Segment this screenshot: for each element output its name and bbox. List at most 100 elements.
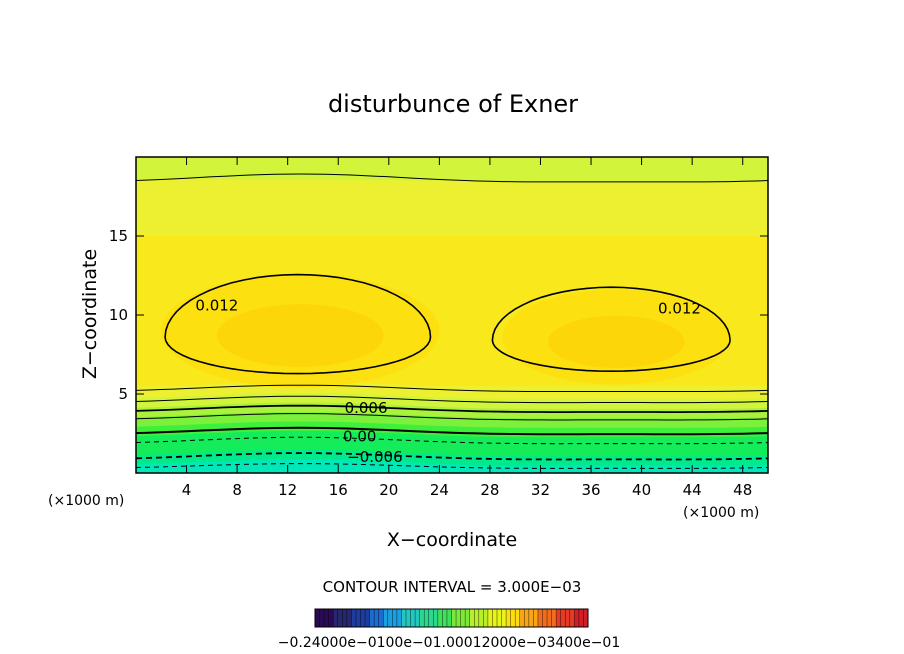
colorbar-cell-42 — [506, 609, 511, 627]
contour-label-4: −0.006 — [347, 448, 403, 466]
contour-012-right — [491, 286, 731, 373]
colorbar-cell-12 — [369, 609, 375, 627]
colorbar-cell-45 — [519, 609, 525, 627]
colorbar-cell-1 — [319, 609, 325, 627]
colorbar-cell-19 — [401, 609, 407, 627]
x-tick-label-11: 48 — [733, 481, 752, 499]
colorbar-cell-25 — [428, 609, 434, 627]
colorbar-cell-26 — [433, 609, 439, 627]
contour-label-2: 0.006 — [345, 399, 388, 417]
colorbar — [314, 608, 589, 628]
chart-title: disturbunce of Exner — [328, 90, 578, 118]
x-tick-label-8: 36 — [581, 481, 600, 499]
colorbar-frame — [314, 608, 589, 628]
colorbar-cell-48 — [533, 609, 539, 627]
contour-line-neg006 — [136, 452, 768, 461]
colorbar-cell-0 — [315, 609, 320, 627]
x-tick-label-10: 44 — [683, 481, 702, 499]
contour-label-0: 0.012 — [195, 297, 238, 315]
colorbar-cell-14 — [378, 609, 384, 627]
y-tick-label-1: 10 — [109, 306, 128, 324]
colorbar-cell-5 — [337, 609, 343, 627]
x-tick-label-1: 8 — [232, 481, 242, 499]
colorbar-cell-41 — [501, 609, 507, 627]
contour-interval-text: CONTOUR INTERVAL = 3.000E−03 — [323, 578, 582, 596]
x-tick-label-3: 16 — [329, 481, 348, 499]
colorbar-cell-59 — [583, 609, 589, 627]
colorbar-cell-38 — [487, 609, 493, 627]
colorbar-cell-8 — [351, 609, 357, 627]
colorbar-cell-9 — [355, 609, 361, 627]
colorbar-cell-29 — [446, 609, 452, 627]
warm-core-0 — [216, 304, 384, 367]
contour-line-35 — [136, 413, 768, 421]
band-low-8 — [136, 459, 768, 473]
colorbar-cell-52 — [551, 609, 557, 627]
y-tick-labels: 5 10 15 — [109, 227, 768, 403]
colorbar-cell-13 — [374, 609, 379, 627]
colorbar-cell-24 — [424, 609, 430, 627]
colorbar-cell-28 — [442, 609, 448, 627]
contour-line-5 — [136, 384, 768, 392]
colorbar-labels: −0.24000e−0100e−01.00012000e−03400e−01 — [278, 635, 621, 651]
y-tick-label-2: 15 — [109, 227, 128, 245]
colorbar-cell-30 — [451, 609, 457, 627]
colorbar-cell-54 — [560, 609, 566, 627]
colorbar-cell-32 — [460, 609, 466, 627]
x-tick-label-2: 12 — [278, 481, 297, 499]
colorbar-cell-58 — [578, 609, 584, 627]
colorbar-cell-23 — [419, 609, 425, 627]
contour-line-top — [136, 173, 768, 183]
x-tick-label-0: 4 — [182, 481, 192, 499]
colorbar-cell-49 — [537, 609, 543, 627]
band-top — [136, 157, 768, 183]
colorbar-cell-56 — [569, 609, 575, 627]
x-axis-label: X−coordinate — [387, 529, 517, 551]
contour-label-3: 0.00 — [343, 428, 376, 446]
colorbar-cell-18 — [396, 609, 402, 627]
colorbar-cell-11 — [365, 609, 370, 627]
y-axis-label: Z−coordinate — [79, 249, 101, 379]
colorbar-cell-16 — [387, 609, 393, 627]
contour-012-left — [164, 273, 432, 375]
colorbar-cell-33 — [465, 609, 470, 627]
colorbar-cell-10 — [360, 609, 366, 627]
colorbar-cell-22 — [415, 609, 420, 627]
colorbar-cell-40 — [497, 609, 502, 627]
colorbar-cell-43 — [510, 609, 516, 627]
colorbar-cell-36 — [478, 609, 484, 627]
x-tick-labels: 4 8 12 16 20 24 28 32 36 40 44 48 — [182, 157, 752, 499]
plot-area: 0.012 0.012 0.006 0.00 −0.006 — [135, 156, 769, 474]
colorbar-cell-51 — [547, 609, 552, 627]
contour-line-neg1 — [136, 436, 768, 445]
y-axis-unit: (×1000 m) — [48, 493, 124, 509]
x-axis-unit: (×1000 m) — [683, 505, 759, 521]
contour-line-006 — [136, 404, 768, 413]
colorbar-cell-35 — [474, 609, 480, 627]
colorbar-cell-57 — [574, 609, 580, 627]
colorbar-cell-15 — [383, 609, 389, 627]
colorbar-cell-6 — [342, 609, 348, 627]
colorbar-cell-55 — [565, 609, 571, 627]
colorbar-cell-46 — [524, 609, 530, 627]
colorbar-cell-2 — [324, 609, 329, 627]
colorbar-cell-27 — [437, 609, 443, 627]
y-tick-label-0: 5 — [118, 385, 128, 403]
x-tick-label-5: 24 — [430, 481, 449, 499]
colorbar-cell-37 — [483, 609, 489, 627]
contour-line-46 — [136, 395, 768, 404]
contour-line-000 — [136, 426, 768, 436]
colorbar-cell-34 — [469, 609, 475, 627]
colorbar-cell-3 — [328, 609, 334, 627]
colorbar-cell-50 — [542, 609, 548, 627]
contour-label-1: 0.012 — [658, 300, 701, 318]
colorbar-cell-7 — [346, 609, 352, 627]
colorbar-cell-47 — [528, 609, 534, 627]
x-tick-label-7: 32 — [531, 481, 550, 499]
warm-core-1 — [548, 315, 685, 368]
colorbar-cell-20 — [406, 609, 411, 627]
colorbar-cell-53 — [556, 609, 561, 627]
x-tick-label-6: 28 — [480, 481, 499, 499]
colorbar-cell-31 — [456, 609, 461, 627]
